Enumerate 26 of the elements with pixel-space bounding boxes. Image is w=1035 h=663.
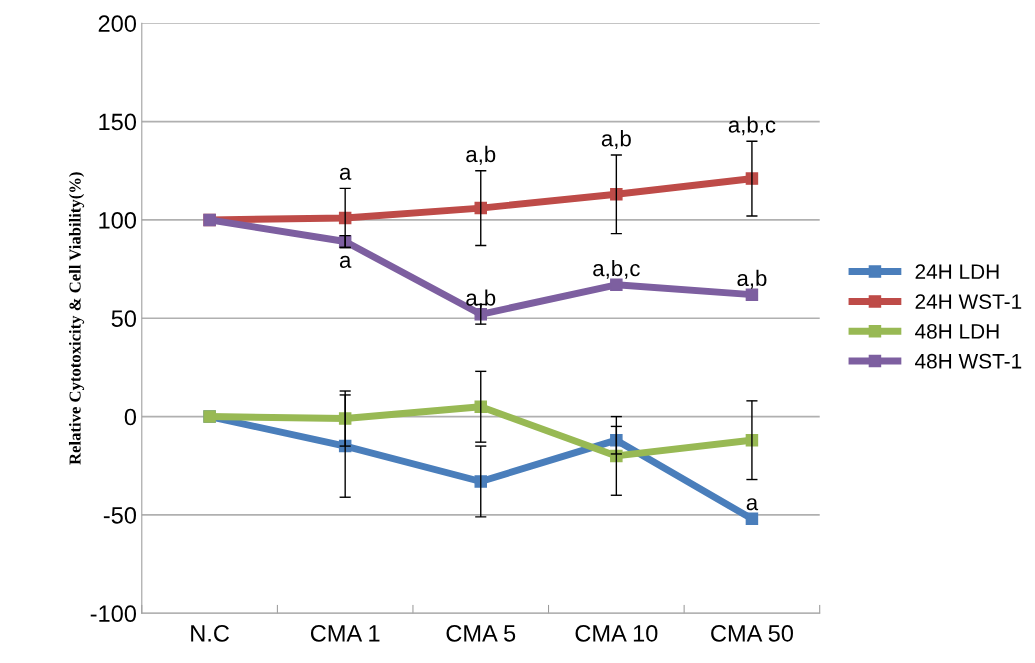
legend-label: 48H LDH: [915, 324, 999, 339]
x-tick-label: N.C: [191, 625, 230, 642]
x-tick-label: CMA 50: [711, 625, 793, 642]
annotation: a,b,c: [728, 116, 776, 136]
y-tick-label: -50: [103, 507, 137, 524]
legend-label: 24H LDH: [915, 264, 999, 279]
annotation: a,b: [466, 145, 496, 165]
y-axis-title: Relative Cytotoxicity & Cell Viability(%): [68, 172, 85, 465]
y-tick-label: 0: [124, 408, 137, 426]
y-tick-label: -100: [90, 605, 137, 623]
legend-label: 48H WST-1: [915, 353, 1022, 369]
y-tick-label: 150: [99, 113, 137, 131]
y-tick-label: 100: [99, 211, 137, 229]
annotation: a,b,c: [593, 259, 640, 279]
x-tick-label: CMA 10: [575, 625, 658, 642]
annotation: a,b: [466, 289, 496, 309]
annotation: a: [746, 498, 759, 511]
annotation: a: [339, 167, 352, 180]
x-tick-label: CMA 1: [310, 625, 380, 642]
annotation: a: [339, 255, 352, 268]
legend-label: 24H WST-1: [915, 294, 1022, 309]
annotation: a,b: [601, 130, 631, 150]
x-tick-label: CMA 5: [446, 625, 516, 642]
y-tick-label: 50: [111, 310, 137, 328]
y-tick-label: 200: [98, 15, 137, 32]
annotation: a,b: [737, 269, 767, 289]
